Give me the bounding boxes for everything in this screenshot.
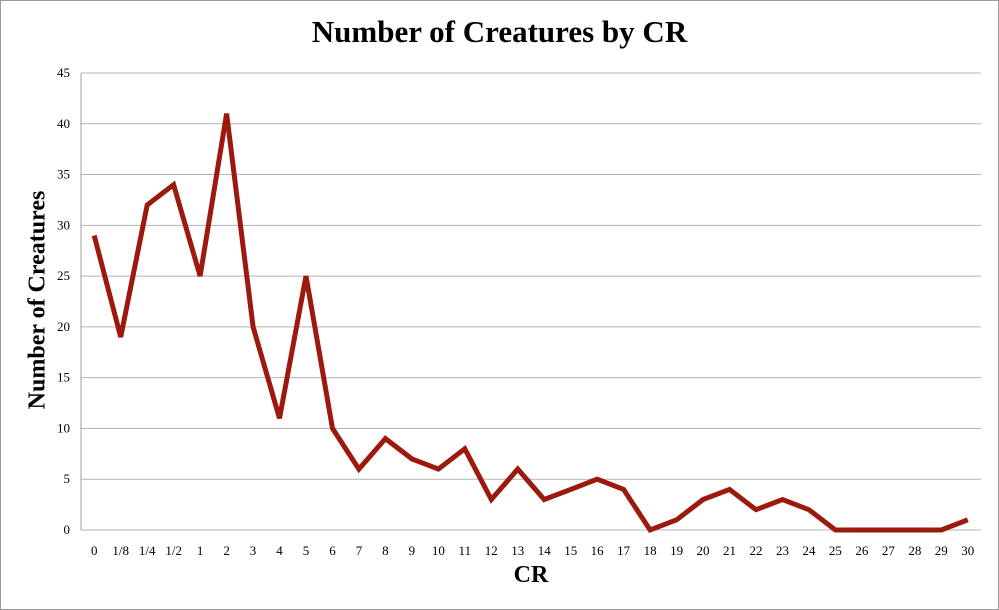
x-axis-ticks: 0 1/8 1/4 1/2 1 2 3 4 5 6 7 8 9 10 11 12 13 14 15 16 17 18 19 2… <box>91 543 974 558</box>
x-tick-label: 6 <box>329 543 336 558</box>
x-tick-label: 11 <box>459 543 472 558</box>
x-tick-label: 14 <box>538 543 552 558</box>
x-tick-label: 27 <box>882 543 896 558</box>
x-tick-label: 1/8 <box>112 543 129 558</box>
gridlines <box>81 72 981 531</box>
x-tick-label: 22 <box>750 543 763 558</box>
x-tick-label: 0 <box>91 543 98 558</box>
x-tick-label: 17 <box>617 543 631 558</box>
y-tick-label: 40 <box>57 116 70 131</box>
x-tick-label: 8 <box>382 543 389 558</box>
y-tick-label: 45 <box>57 65 70 80</box>
x-tick-label: 9 <box>409 543 416 558</box>
chart-title: Number of Creatures by CR <box>311 14 688 49</box>
x-tick-label: 1/4 <box>139 543 156 558</box>
x-tick-label: 1 <box>197 543 204 558</box>
x-tick-label: 30 <box>961 543 974 558</box>
x-tick-label: 21 <box>723 543 736 558</box>
x-tick-label: 2 <box>223 543 230 558</box>
x-tick-label: 23 <box>776 543 789 558</box>
x-tick-label: 5 <box>303 543 310 558</box>
x-tick-label: 1/2 <box>165 543 182 558</box>
data-line <box>91 113 969 534</box>
x-tick-label: 13 <box>511 543 524 558</box>
y-tick-label: 20 <box>57 319 70 334</box>
y-axis-ticks: 0 5 10 15 20 25 30 35 40 45 <box>57 65 70 537</box>
x-tick-label: 18 <box>644 543 657 558</box>
x-tick-label: 24 <box>802 543 816 558</box>
x-axis-label: CR <box>513 562 549 588</box>
x-tick-label: 12 <box>485 543 498 558</box>
x-tick-label: 7 <box>356 543 363 558</box>
x-tick-label: 16 <box>591 543 605 558</box>
x-tick-label: 10 <box>432 543 445 558</box>
x-tick-label: 15 <box>564 543 577 558</box>
y-tick-label: 0 <box>64 522 71 537</box>
x-tick-label: 3 <box>250 543 257 558</box>
y-tick-label: 35 <box>57 167 70 182</box>
x-tick-label: 26 <box>855 543 869 558</box>
y-tick-label: 10 <box>57 420 70 435</box>
x-tick-label: 20 <box>697 543 710 558</box>
y-tick-label: 30 <box>57 217 70 232</box>
x-tick-label: 28 <box>908 543 921 558</box>
x-tick-label: 19 <box>670 543 683 558</box>
x-tick-label: 29 <box>935 543 948 558</box>
y-tick-label: 5 <box>64 471 71 486</box>
x-tick-label: 4 <box>276 543 283 558</box>
y-tick-label: 25 <box>57 268 70 283</box>
y-tick-label: 15 <box>57 370 70 385</box>
x-tick-label: 25 <box>829 543 842 558</box>
